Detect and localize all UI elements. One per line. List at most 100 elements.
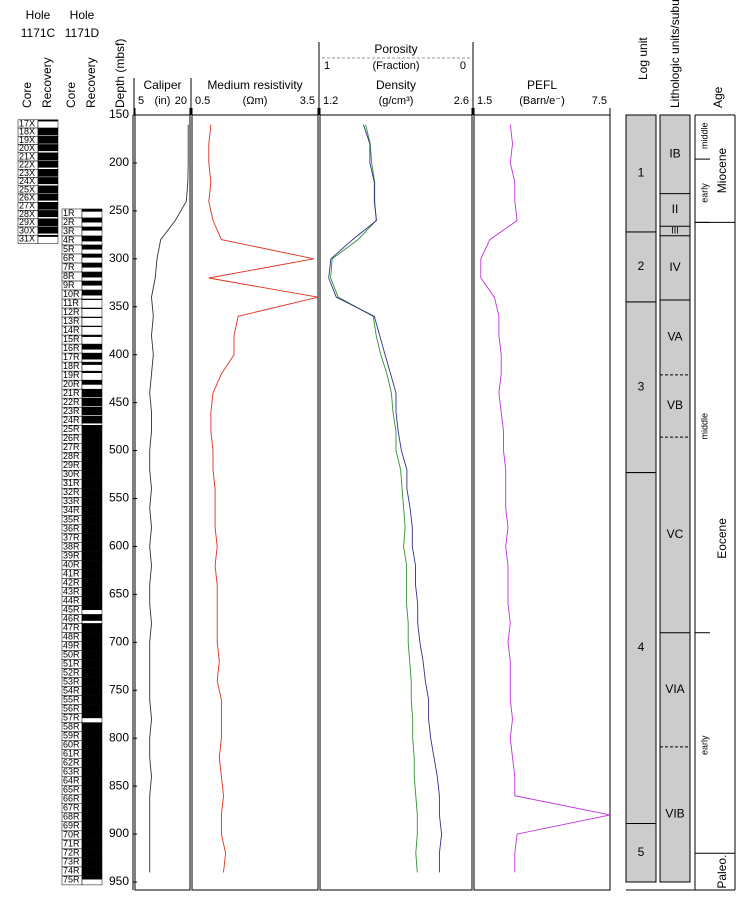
core-label: 8R: [63, 271, 75, 281]
recovery-bar: [82, 569, 102, 579]
recovery-box: [81, 307, 103, 318]
core-label: 54R: [63, 685, 80, 695]
log-curve: [208, 124, 319, 873]
porosity-title: Porosity: [374, 42, 417, 56]
recovery-bar: [82, 506, 102, 516]
recovery-bar: [82, 839, 102, 849]
track-unit: (Ωm): [243, 95, 268, 107]
core-label: 73R: [63, 857, 80, 867]
recovery-bar: [82, 290, 102, 296]
recovery-bar: [82, 389, 102, 398]
recovery-bar: [82, 623, 102, 633]
recovery-bar: [38, 235, 58, 237]
x-tick-label: 1.5: [477, 95, 492, 107]
recovery-bar: [82, 749, 102, 759]
y-tick-label: 750: [109, 682, 129, 696]
litho-label: III: [671, 225, 679, 235]
litho-header: Lithologic units/subunits: [668, 0, 682, 108]
recovery-bar: [82, 524, 102, 534]
y-tick-label: 400: [109, 347, 129, 361]
recovery-bar: [82, 848, 102, 858]
recovery-bar: [82, 362, 102, 365]
core-label: 18X: [19, 127, 35, 137]
recovery-bar: [82, 326, 102, 328]
log-unit-header: Log unit: [636, 37, 650, 80]
recovery-bar: [82, 713, 102, 719]
log-curve: [480, 124, 611, 873]
core-label: 33R: [63, 496, 80, 506]
recovery-bar: [82, 443, 102, 453]
track-frame: [319, 114, 473, 891]
epoch-label: Miocene: [715, 148, 729, 194]
y-tick-label: 600: [109, 539, 129, 553]
core-label: 23X: [19, 168, 35, 178]
core-label: 71R: [63, 839, 80, 849]
core-label: 18R: [63, 361, 80, 371]
y-tick-label: 950: [109, 874, 129, 888]
core-label: 20R: [63, 379, 80, 389]
recovery-bar: [82, 299, 102, 300]
core-label: 22X: [19, 160, 35, 170]
recovery-bar: [82, 857, 102, 867]
core-label: 69R: [63, 821, 80, 831]
y-tick-label: 300: [109, 251, 129, 265]
recovery-header: Recovery: [40, 57, 54, 108]
core-label: 11R: [63, 298, 79, 308]
porosity-tick-label: 0: [460, 60, 466, 72]
track-title: Density: [376, 78, 416, 92]
log-unit-label: 4: [638, 640, 645, 654]
porosity-tick-label: 1: [324, 60, 330, 72]
recovery-bar: [82, 226, 102, 231]
recovery-bar: [38, 152, 58, 161]
recovery-box: [81, 298, 103, 309]
core-label: 66R: [63, 794, 80, 804]
log-unit-label: 3: [638, 379, 645, 393]
core-label: 64R: [63, 776, 80, 786]
recovery-bar: [82, 758, 102, 768]
core-label: 2R: [63, 217, 75, 227]
recovery-bar: [82, 587, 102, 597]
recovery-bar: [38, 194, 58, 201]
core-label: 21R: [63, 388, 80, 398]
core-label: 3R: [63, 226, 75, 236]
x-tick-label: 5: [138, 95, 144, 107]
recovery-bar: [82, 812, 102, 822]
recovery-bar: [82, 533, 102, 543]
epoch-label: Eocene: [715, 518, 729, 559]
core-label: 48R: [63, 631, 80, 641]
x-tick-label: 1.2: [323, 95, 338, 107]
log-unit: [625, 823, 657, 883]
core-label: 31X: [19, 234, 35, 244]
recovery-bar: [82, 632, 102, 642]
core-label: 7R: [63, 262, 75, 272]
core-label: 55R: [63, 695, 80, 705]
age-sub-label: early: [699, 183, 709, 203]
recovery-bar: [82, 461, 102, 471]
recovery-bar: [82, 866, 102, 876]
core-label: 32R: [63, 487, 80, 497]
recovery-bar: [82, 695, 102, 705]
recovery-bar: [82, 659, 102, 669]
recovery-bar: [82, 875, 102, 880]
core-label: 45R: [63, 604, 80, 614]
track-unit: (g/cm³): [379, 95, 414, 107]
y-tick-label: 850: [109, 778, 129, 792]
hole-title: Hole: [26, 8, 51, 22]
recovery-bar: [82, 497, 102, 507]
core-label: 25X: [19, 184, 35, 194]
core-label: 53R: [63, 676, 80, 686]
epoch-label: Paleo.: [715, 855, 729, 889]
core-label: 29R: [63, 460, 80, 470]
recovery-bar: [82, 542, 102, 552]
core-label: 42R: [63, 577, 80, 587]
age-sub-label: middle: [699, 123, 709, 150]
log-unit-label: 2: [638, 259, 645, 273]
core-label: 47R: [63, 622, 80, 632]
log-unit: [625, 114, 657, 233]
recovery-bar: [82, 380, 102, 385]
recovery-header: Recovery: [84, 57, 98, 108]
track-unit: (Barn/e⁻): [519, 95, 565, 107]
core-label: 51R: [63, 658, 80, 668]
core-label: 72R: [63, 848, 80, 858]
recovery-bar: [82, 560, 102, 570]
